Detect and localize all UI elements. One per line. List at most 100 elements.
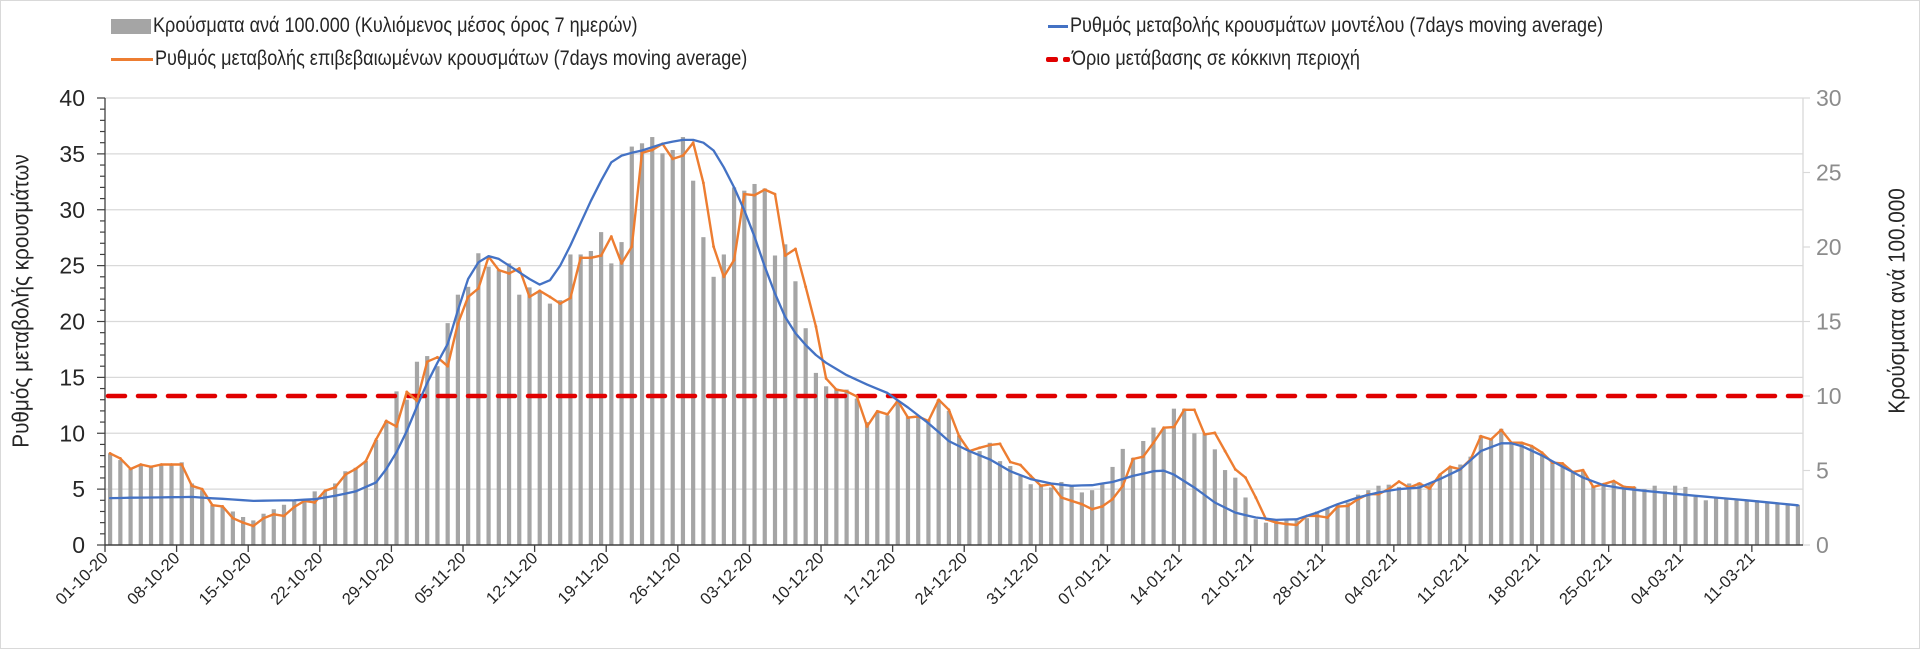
- bar: [394, 391, 399, 545]
- confirmed-rate-point: [1070, 499, 1074, 503]
- bar: [333, 483, 338, 545]
- bar: [875, 411, 880, 545]
- confirmed-rate-point: [650, 148, 654, 152]
- confirmed-rate-point: [865, 425, 869, 428]
- bar: [660, 153, 665, 546]
- bar: [793, 281, 798, 545]
- bar: [1540, 453, 1545, 545]
- bar: [1509, 442, 1514, 545]
- bar: [1202, 433, 1207, 545]
- confirmed-rate-point: [1612, 479, 1616, 483]
- y-right-tick-label: 10: [1816, 383, 1842, 409]
- bar: [1744, 500, 1749, 545]
- confirmed-rate-point: [599, 254, 603, 257]
- y-left-tick-label: 20: [59, 309, 85, 335]
- bar: [1335, 504, 1340, 545]
- confirmed-rate-point: [200, 487, 204, 491]
- bar: [414, 361, 420, 545]
- confirmed-rate-point: [1203, 432, 1207, 436]
- confirmed-rate-point: [251, 524, 255, 528]
- gridlines: [105, 97, 1803, 490]
- bar: [670, 150, 675, 545]
- bar: [1448, 466, 1453, 545]
- bar: [1570, 472, 1575, 545]
- confirmed-rate-point: [1223, 449, 1227, 453]
- confirmed-rate-point: [313, 501, 317, 504]
- confirmed-rate-point: [1192, 408, 1196, 412]
- bar: [721, 254, 726, 545]
- confirmed-rate-point: [1233, 467, 1237, 471]
- legend-item-cases-bar: Κρούσματα ανά 100.000 (Κυλιόμενος μέσος …: [111, 14, 716, 38]
- bar: [466, 286, 471, 545]
- bar: [1754, 500, 1760, 545]
- bar: [517, 294, 522, 545]
- bar: [435, 366, 440, 545]
- confirmed-rate-point: [1295, 523, 1299, 527]
- confirmed-rate-point: [548, 295, 552, 299]
- bar: [1192, 433, 1197, 545]
- bar: [1560, 464, 1565, 545]
- confirmed-rate-point: [425, 360, 429, 364]
- bar: [251, 520, 256, 545]
- bar: [1079, 492, 1084, 545]
- bar: [537, 292, 542, 545]
- bar: [312, 491, 317, 545]
- confirmed-rate-point: [814, 325, 818, 328]
- confirmed-rate-point: [1029, 474, 1033, 478]
- confirmed-rate-point: [1591, 485, 1595, 489]
- bar: [1161, 428, 1166, 545]
- bar: [353, 467, 358, 545]
- bar: [1765, 502, 1770, 545]
- confirmed-rate-point: [957, 434, 961, 438]
- confirmed-rate-point: [456, 322, 460, 326]
- bar: [1724, 498, 1729, 545]
- bar: [997, 461, 1003, 545]
- bar: [476, 253, 481, 545]
- confirmed-rate-point: [1540, 451, 1544, 455]
- confirmed-rate-point: [886, 412, 889, 416]
- bar: [1683, 486, 1688, 545]
- axes: [97, 97, 1810, 552]
- confirmed-rate-point: [528, 295, 531, 299]
- bar: [558, 300, 563, 545]
- x-tick-label: 10-12-20: [768, 549, 827, 608]
- bar: [578, 254, 583, 545]
- confirmed-rate-point: [763, 188, 767, 192]
- x-tick-label: 17-12-20: [840, 549, 899, 608]
- x-tick-label: 04-03-21: [1628, 549, 1687, 608]
- x-tick-label: 21-01-21: [1198, 549, 1257, 608]
- bar: [1488, 438, 1494, 545]
- bar: [496, 270, 501, 545]
- y-left-tick-label: 5: [72, 476, 85, 502]
- confirmed-rate-point: [272, 512, 276, 516]
- bar: [1468, 456, 1473, 545]
- bar: [1601, 484, 1606, 545]
- y-left-tick-label: 30: [59, 197, 85, 223]
- bar-series: [108, 137, 1800, 546]
- confirmed-rate-point: [108, 451, 112, 455]
- bar: [742, 190, 747, 546]
- bar: [1632, 486, 1637, 545]
- confirmed-rate-point: [1080, 502, 1084, 506]
- bar: [680, 137, 686, 545]
- bar: [404, 399, 409, 545]
- y-right-tick-label: 5: [1816, 458, 1829, 484]
- confirmed-rate-point: [558, 302, 562, 306]
- confirmed-rate-point: [589, 256, 593, 260]
- confirmed-rate-point: [947, 408, 951, 412]
- bar: [1345, 502, 1350, 545]
- bar: [322, 491, 328, 545]
- confirmed-rate-point: [1479, 434, 1483, 438]
- bar: [1304, 518, 1309, 545]
- bar: [619, 242, 624, 545]
- bar: [1652, 485, 1657, 545]
- confirmed-rate-point: [773, 192, 777, 196]
- bar: [1151, 427, 1156, 545]
- bar: [1642, 489, 1647, 545]
- confirmed-rate-point: [1090, 507, 1094, 511]
- confirmed-rate-point: [1254, 496, 1258, 499]
- bar: [271, 509, 276, 545]
- confirmed-rate-point: [1039, 484, 1043, 488]
- y-right-tick-label: 30: [1816, 85, 1842, 111]
